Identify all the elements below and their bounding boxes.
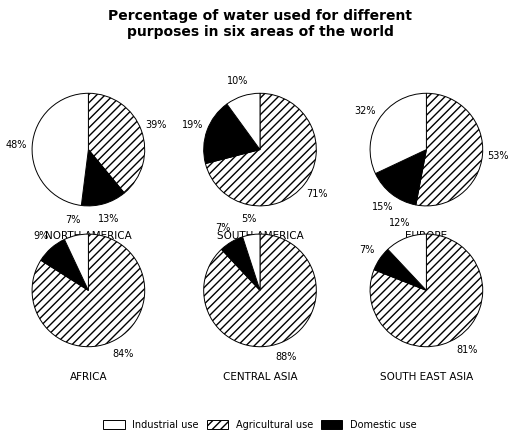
Text: 32%: 32%	[355, 106, 376, 116]
Text: 53%: 53%	[487, 151, 509, 161]
Text: SOUTH AMERICA: SOUTH AMERICA	[217, 231, 303, 241]
Text: 81%: 81%	[456, 345, 477, 355]
Wedge shape	[374, 249, 426, 290]
Wedge shape	[227, 93, 260, 150]
Wedge shape	[370, 234, 483, 347]
Wedge shape	[81, 150, 124, 206]
Wedge shape	[41, 239, 88, 290]
Text: SOUTH EAST ASIA: SOUTH EAST ASIA	[380, 372, 473, 382]
Wedge shape	[64, 234, 88, 290]
Text: 88%: 88%	[276, 352, 297, 363]
Text: 19%: 19%	[181, 120, 203, 130]
Text: 12%: 12%	[389, 218, 411, 228]
Text: EUROPE: EUROPE	[405, 231, 448, 241]
Text: 5%: 5%	[241, 214, 256, 224]
Text: 71%: 71%	[306, 189, 328, 199]
Text: 7%: 7%	[216, 224, 231, 233]
Wedge shape	[204, 234, 316, 347]
Text: 84%: 84%	[112, 348, 134, 359]
Wedge shape	[88, 93, 145, 193]
Wedge shape	[204, 104, 260, 164]
Text: NORTH AMERICA: NORTH AMERICA	[45, 231, 132, 241]
Wedge shape	[205, 93, 316, 206]
Wedge shape	[416, 93, 483, 206]
Text: 9%: 9%	[33, 231, 48, 241]
Text: 10%: 10%	[227, 76, 249, 86]
Wedge shape	[222, 237, 260, 290]
Legend: Industrial use, Agricultural use, Domestic use: Industrial use, Agricultural use, Domest…	[100, 417, 420, 433]
Text: 7%: 7%	[359, 245, 374, 255]
Text: 15%: 15%	[371, 202, 393, 212]
Wedge shape	[370, 93, 426, 173]
Text: CENTRAL ASIA: CENTRAL ASIA	[223, 372, 297, 382]
Wedge shape	[388, 234, 426, 290]
Text: 13%: 13%	[98, 214, 119, 224]
Text: 48%: 48%	[6, 140, 27, 150]
Wedge shape	[32, 93, 88, 205]
Text: 7%: 7%	[65, 215, 81, 225]
Text: Percentage of water used for different
purposes in six areas of the world: Percentage of water used for different p…	[108, 9, 412, 39]
Wedge shape	[243, 234, 260, 290]
Wedge shape	[32, 234, 145, 347]
Text: AFRICA: AFRICA	[70, 372, 107, 382]
Wedge shape	[375, 150, 426, 205]
Text: 39%: 39%	[146, 120, 167, 130]
